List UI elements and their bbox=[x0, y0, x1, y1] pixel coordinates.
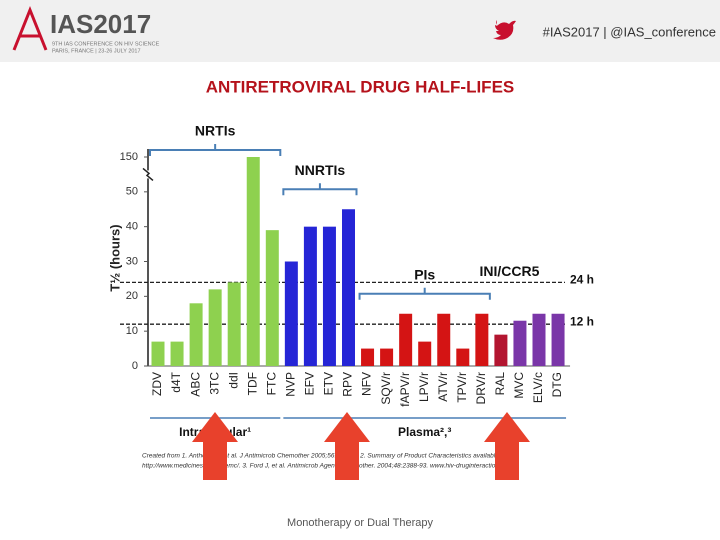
group-label: INI/CCR5 bbox=[480, 263, 540, 279]
y-axis-label: T½ (hours) bbox=[107, 224, 122, 291]
reference-label: 12 h bbox=[570, 314, 594, 328]
arrow bbox=[192, 412, 238, 480]
header-band bbox=[0, 0, 720, 62]
x-tick-label: RPV bbox=[341, 372, 355, 397]
y-tick-label: 20 bbox=[126, 290, 138, 302]
x-tick-label: TDF bbox=[245, 372, 259, 395]
x-tick-label: ABC bbox=[188, 372, 202, 397]
group-label: PIs bbox=[414, 266, 435, 282]
y-tick-label: 50 bbox=[126, 186, 138, 198]
bar bbox=[170, 341, 184, 366]
axis-break bbox=[142, 167, 154, 181]
bar bbox=[246, 157, 260, 366]
chart-title: ANTIRETROVIRAL DRUG HALF-LIFES bbox=[206, 77, 515, 96]
y-tick-label: 10 bbox=[126, 325, 138, 337]
bar bbox=[227, 282, 241, 366]
logo-place: PARIS, FRANCE | 23-26 JULY 2017 bbox=[52, 48, 141, 54]
x-tick-label: NVP bbox=[284, 372, 298, 397]
group-bracket bbox=[149, 144, 282, 156]
x-tick-label: ATV/r bbox=[436, 372, 450, 402]
bar bbox=[322, 226, 336, 366]
caption: Monotherapy or Dual Therapy bbox=[287, 517, 433, 529]
x-tick-label: EFV bbox=[303, 372, 317, 395]
y-tick-label: 30 bbox=[126, 255, 138, 267]
footnote: http://www.medicines.org.uk/emc/. 3. For… bbox=[142, 463, 514, 470]
bar bbox=[284, 261, 298, 366]
bar bbox=[208, 289, 222, 366]
x-tick-label: NFV bbox=[360, 372, 374, 396]
bar bbox=[418, 341, 432, 366]
bar bbox=[342, 209, 355, 366]
y-tick-label: 0 bbox=[132, 360, 138, 372]
bar bbox=[265, 230, 279, 366]
bar bbox=[361, 348, 375, 366]
x-tick-label: FTC bbox=[264, 372, 278, 396]
bar bbox=[189, 303, 203, 366]
arrow bbox=[324, 412, 370, 480]
bar bbox=[475, 313, 489, 366]
twitter-icon bbox=[493, 20, 516, 40]
x-tick-label: fAPV/r bbox=[398, 372, 412, 407]
x-tick-label: SQV/r bbox=[379, 372, 393, 405]
reference-label: 24 h bbox=[570, 273, 594, 287]
bar bbox=[494, 334, 508, 366]
y-tick-label: 150 bbox=[120, 151, 138, 163]
group-label: NNRTIs bbox=[295, 162, 346, 178]
hashtag: #IAS2017 | @IAS_conference bbox=[543, 24, 716, 39]
x-tick-label: DRV/r bbox=[474, 372, 488, 404]
x-tick-label: 3TC bbox=[207, 372, 221, 395]
x-tick-label: TPV/r bbox=[455, 372, 469, 403]
x-tick-label: MVC bbox=[512, 372, 526, 399]
bar bbox=[532, 313, 546, 366]
bar bbox=[437, 313, 451, 366]
y-tick-label: 40 bbox=[126, 221, 138, 233]
x-tick-label: ZDV bbox=[150, 372, 164, 396]
group-bracket bbox=[358, 287, 491, 300]
group-label: NRTIs bbox=[195, 123, 236, 139]
bar bbox=[303, 226, 317, 366]
x-tick-label: RAL bbox=[493, 372, 507, 396]
group-bracket bbox=[282, 183, 358, 196]
logo: IAS2017 9TH IAS CONFERENCE ON HIV SCIENC… bbox=[12, 5, 160, 54]
logo-sub: 9TH IAS CONFERENCE ON HIV SCIENCE bbox=[52, 41, 160, 47]
bar bbox=[380, 348, 394, 366]
x-tick-label: ddI bbox=[226, 372, 240, 389]
footnote: Created from 1. Anthony Pl, et al. J Ant… bbox=[142, 453, 507, 460]
bar bbox=[399, 313, 413, 366]
logo-icon bbox=[12, 5, 48, 51]
x-tick-label: ELV/c bbox=[531, 372, 545, 403]
x-tick-label: DTG bbox=[550, 372, 564, 397]
bar bbox=[151, 341, 165, 366]
arrows bbox=[192, 412, 530, 480]
x-tick-label: ETV bbox=[322, 372, 336, 395]
bar bbox=[456, 348, 470, 366]
arrow bbox=[484, 412, 530, 480]
x-tick-label: LPV/r bbox=[417, 372, 431, 402]
bar bbox=[551, 313, 565, 366]
logo-text: IAS2017 bbox=[50, 9, 151, 39]
bottom-group-label: Plasma²,³ bbox=[398, 425, 451, 439]
x-tick-label: d4T bbox=[169, 371, 183, 392]
bar bbox=[513, 320, 527, 366]
